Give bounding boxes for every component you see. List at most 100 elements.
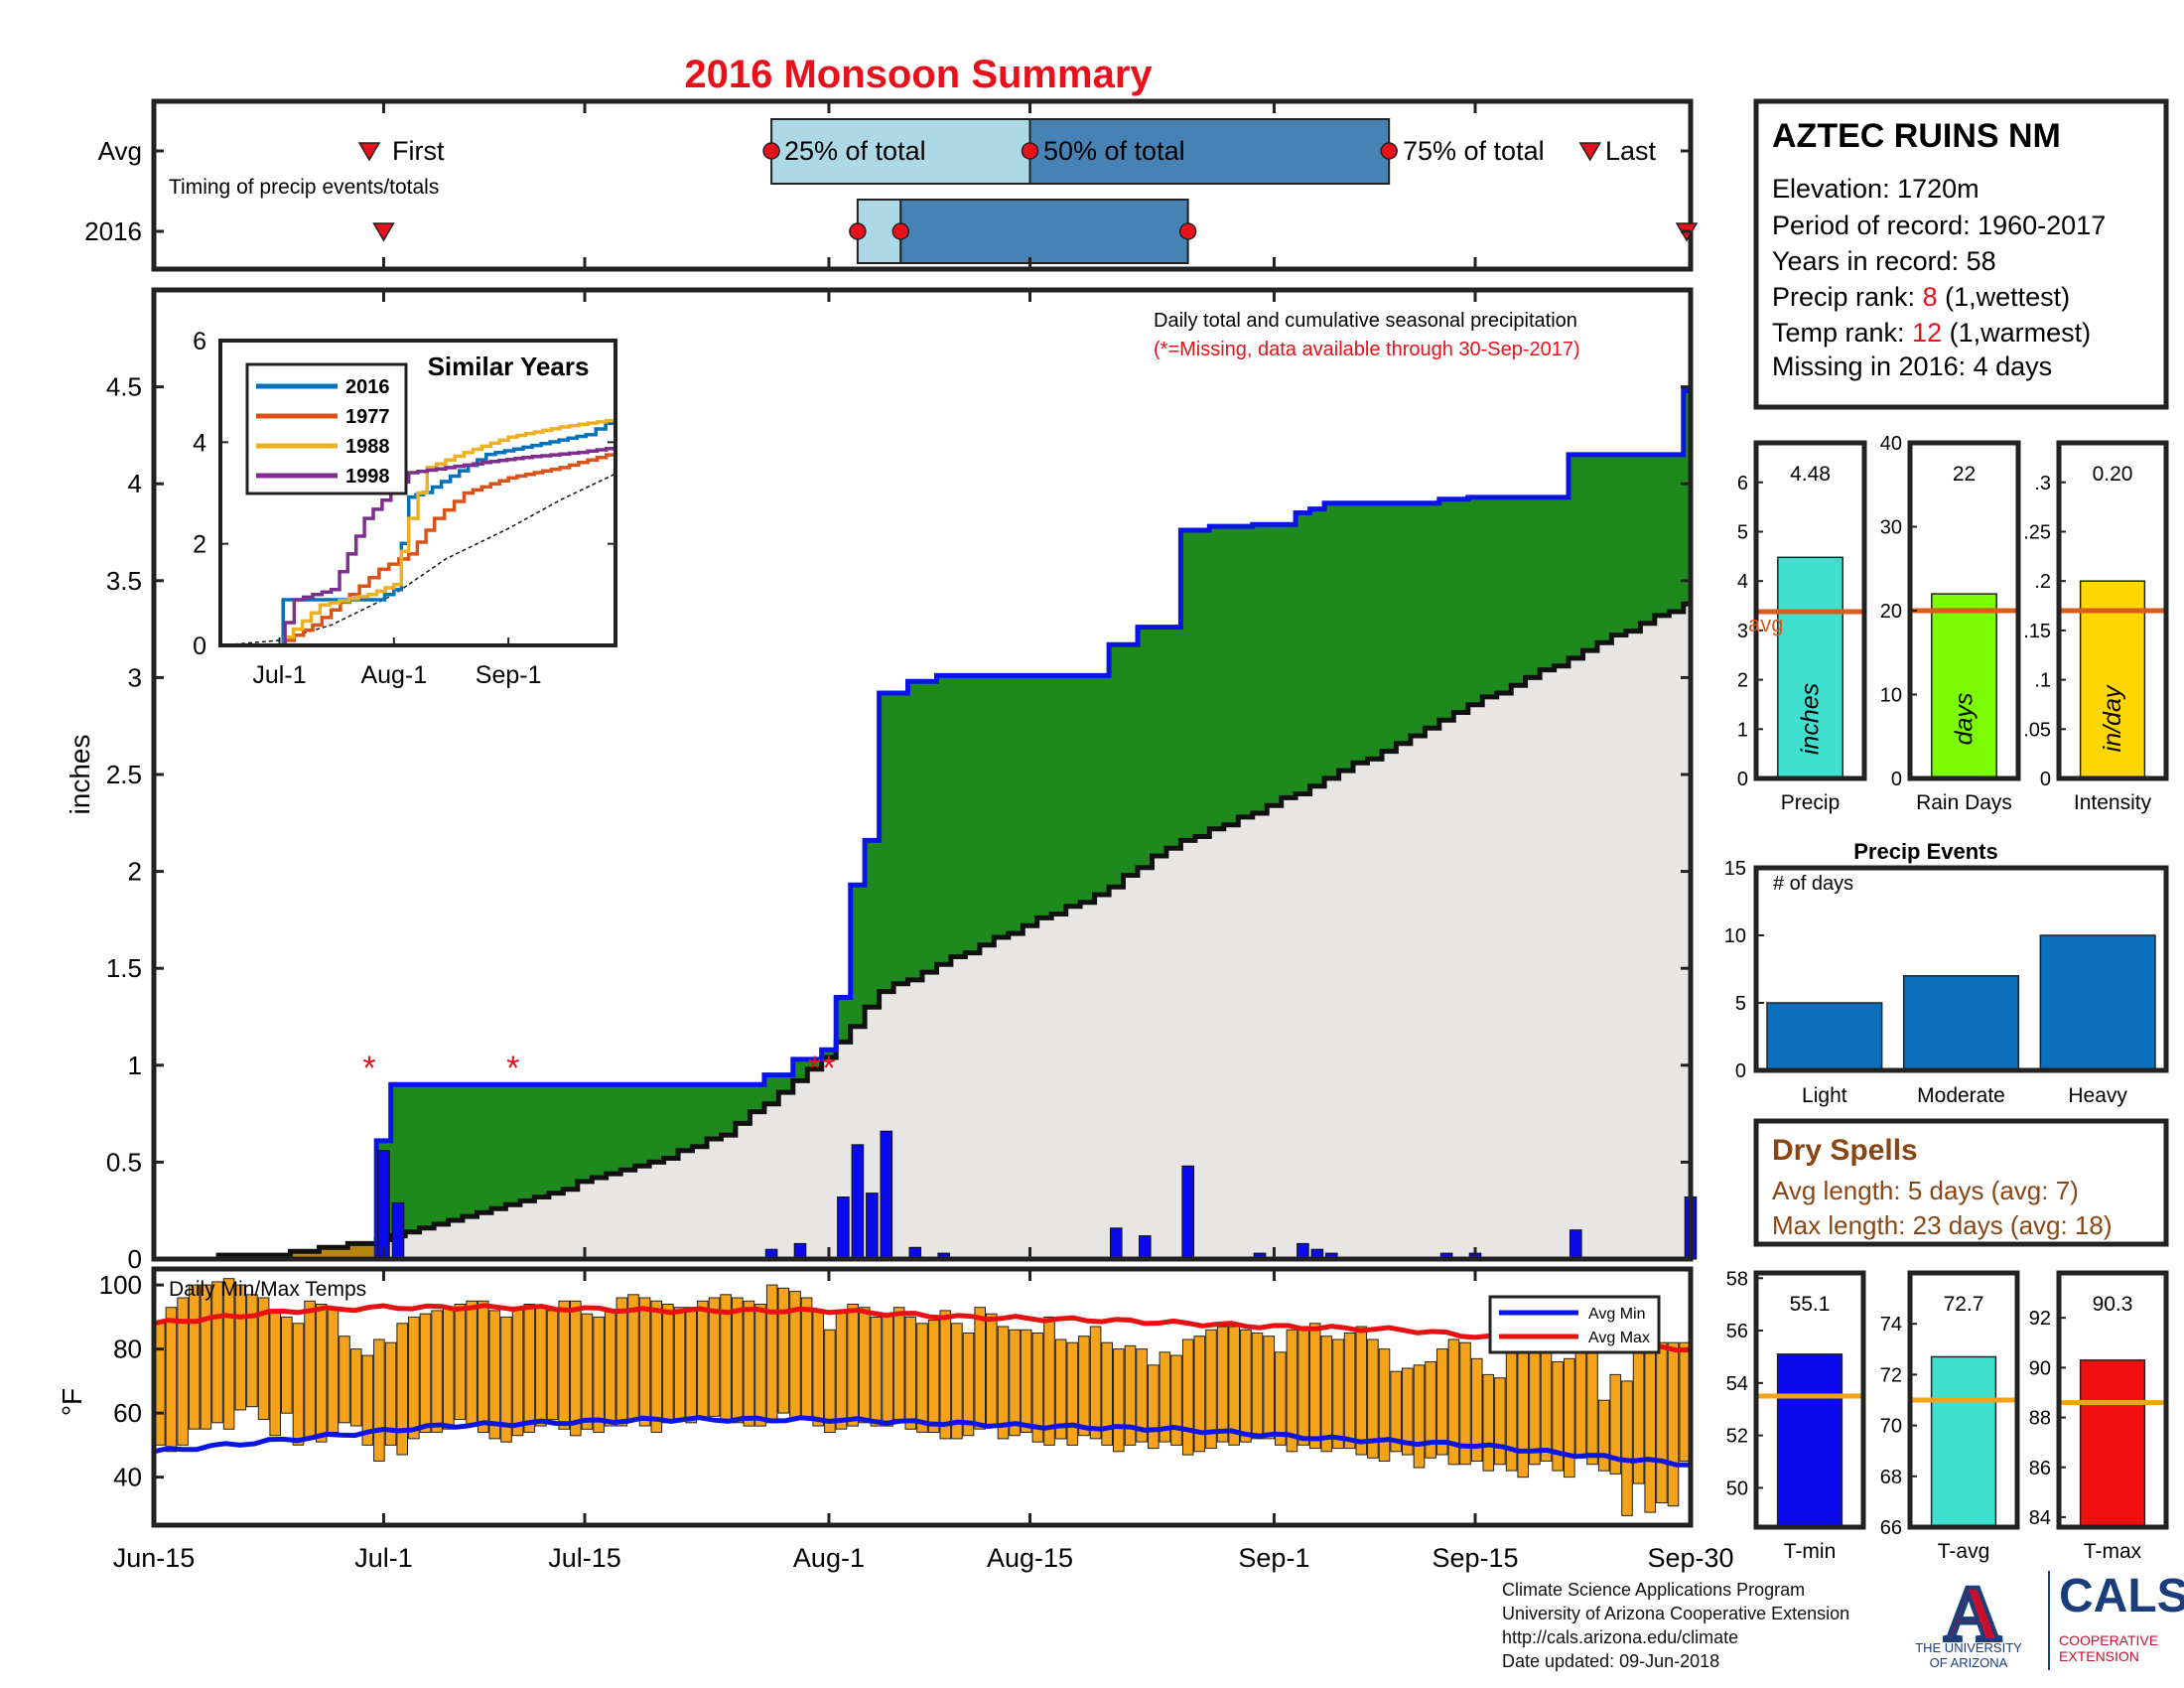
avg-cumulative-area	[154, 604, 1691, 1259]
daily-temp-bar	[1621, 1380, 1633, 1516]
daily-temp-bar	[986, 1313, 998, 1427]
bar-raindays-bar	[1931, 593, 1997, 779]
timing-panel: Avg 2016 Timing of precip events/totals …	[84, 98, 1699, 272]
x-tick-label: Jul-1	[354, 1543, 413, 1573]
daily-temp-bar	[1124, 1344, 1137, 1446]
daily-temp-bar	[1113, 1348, 1125, 1453]
inset-legend-label-1988: 1988	[345, 436, 390, 458]
daily-temp-bar	[1054, 1338, 1067, 1440]
similar-years-inset: 0 2 4 6 Jul-1 Aug-1 Sep-1 2016 1977 1988 1998 Simi…	[193, 328, 617, 689]
precip-y-tick-label: 2.5	[106, 760, 142, 789]
temps-legend-box	[1488, 1295, 1661, 1354]
legend-avg-max-label: Avg Max	[1588, 1330, 1650, 1346]
ua-name-line-2: OF ARIZONA	[1929, 1655, 2008, 1670]
precip-rank-value: 8	[1923, 282, 1938, 312]
daily-temp-bar	[558, 1300, 571, 1430]
daily-temp-bar	[650, 1300, 663, 1434]
avg-cumulative-line	[154, 601, 1691, 1262]
daily-temp-bar	[211, 1281, 223, 1424]
daily-temp-bar	[373, 1338, 385, 1462]
daily-temp-bar	[743, 1300, 755, 1427]
inset-title: Similar Years	[428, 352, 590, 381]
cals-logo-subtitle: COOPERATIVE EXTENSION	[2059, 1632, 2158, 1664]
inset-legend-label-2016: 2016	[345, 376, 390, 398]
timing-inner-label: Timing of precip events/totals	[169, 176, 439, 199]
bar-raindays-tick-label: 10	[1880, 685, 1902, 707]
bar-intensity-bar	[2079, 580, 2146, 779]
footer-credits: Climate Science Applications Program Uni…	[1502, 1578, 1849, 1673]
bar-tmax-bar	[2079, 1359, 2146, 1528]
bar-precip-tick-label: 1	[1737, 719, 1748, 741]
daily-temp-bar	[962, 1333, 975, 1437]
daily-temp-bar	[892, 1307, 905, 1421]
precip-plot: * * * *	[154, 388, 1698, 1262]
daily-temp-bar	[916, 1323, 928, 1433]
dry-spells-box: Dry Spells Avg length: 5 days (avg: 7) M…	[1753, 1118, 2169, 1247]
daily-temp-bar	[257, 1297, 270, 1420]
bar-raindays-category-label: Rain Days	[1916, 791, 2012, 814]
footer-line-3[interactable]: http://cals.arizona.edu/climate	[1502, 1627, 1739, 1647]
bar-tavg-value-label: 72.7	[1944, 1293, 1984, 1316]
precip-missing-note: (*=Missing, data available through 30-Se…	[1154, 339, 1580, 360]
daily-temp-bar	[1482, 1373, 1495, 1472]
precip-y-tick-label: 2	[128, 857, 142, 887]
temps-y-tick-label: 100	[99, 1270, 142, 1300]
precip-events-tick-label: 5	[1735, 993, 1746, 1015]
daily-temp-bar	[1089, 1326, 1102, 1440]
daily-temp-bar	[870, 1316, 883, 1427]
x-tick-label: Aug-15	[987, 1543, 1073, 1573]
daily-temp-bar	[1355, 1326, 1368, 1456]
daily-temp-bar	[951, 1323, 963, 1440]
summary-bar-charts: 4.480123456Precipinchesavg22010203040Rai…	[1724, 433, 2169, 1563]
daily-temp-bar	[1078, 1336, 1090, 1437]
daily-temp-bar	[281, 1316, 293, 1414]
temps-plot: 40 60 80 100	[99, 1270, 1692, 1516]
missing-day-marker: *	[822, 1050, 835, 1087]
daily-temp-bar	[1332, 1338, 1344, 1450]
daily-temp-bar	[1216, 1326, 1229, 1443]
bar-precip-value-label: 4.48	[1790, 463, 1831, 486]
2016-p25-marker	[849, 222, 867, 240]
bar-raindays-tick-label: 40	[1880, 433, 1902, 455]
precip-y-tick-label: 4.5	[106, 372, 142, 402]
daily-temp-bar	[234, 1284, 247, 1411]
daily-temp-bar	[339, 1336, 350, 1424]
precip-y-tick-label: 3	[128, 662, 142, 692]
daily-temp-bar	[1043, 1316, 1055, 1446]
avg-p50-p75-box	[1028, 118, 1391, 185]
bar-tmax-tick-label: 90	[2029, 1357, 2051, 1379]
bar-tmax-tick-label: 86	[2029, 1458, 2051, 1479]
x-tick-label: Sep-30	[1647, 1543, 1733, 1573]
bar-precip-category-label: Precip	[1781, 791, 1841, 814]
daily-temp-bar	[1667, 1341, 1680, 1507]
precip-events-ylabel: # of days	[1773, 873, 1853, 895]
bar-raindays-tick-label: 20	[1880, 601, 1902, 623]
university-of-arizona-logo: A	[1942, 1569, 2003, 1660]
daily-temp-bar	[1343, 1333, 1356, 1450]
temp-rank-suffix: (1,warmest)	[1942, 318, 2091, 348]
daily-temp-bar	[708, 1297, 721, 1417]
daily-temp-bar	[222, 1278, 235, 1430]
dry-spells-max: Max length: 23 days (avg: 18)	[1772, 1210, 2113, 1240]
timing-row-2016-label: 2016	[84, 216, 142, 246]
inset-legend-label-1977: 1977	[345, 406, 390, 428]
daily-temp-bar	[535, 1307, 547, 1427]
daily-temp-bar	[511, 1307, 524, 1437]
bar-tmin-tick-label: 58	[1726, 1268, 1748, 1290]
precip-y-axis-label: inches	[65, 735, 95, 815]
dry-spells-title: Dry Spells	[1772, 1134, 1918, 1167]
inset-y-tick-label: 6	[193, 328, 206, 355]
inset-x-tick-label: Aug-1	[360, 661, 427, 689]
ua-logo-name: THE UNIVERSITY OF ARIZONA	[1904, 1640, 2033, 1670]
station-name: AZTEC RUINS NM	[1772, 117, 2061, 155]
temp-rank-value: 12	[1912, 318, 1942, 348]
inset-y-tick-label: 0	[193, 633, 206, 660]
daily-temp-bar	[997, 1326, 1010, 1440]
x-tick-label: Sep-1	[1238, 1543, 1309, 1573]
avg-max-line	[153, 1303, 1692, 1353]
logo-separator	[2048, 1571, 2050, 1670]
temps-legend: Avg Min Avg Max	[1488, 1295, 1661, 1354]
precip-y-tick-label: 0.5	[106, 1147, 142, 1177]
daily-temp-bar	[1609, 1373, 1622, 1475]
footer-line-4: Date updated: 09-Jun-2018	[1502, 1651, 1720, 1671]
